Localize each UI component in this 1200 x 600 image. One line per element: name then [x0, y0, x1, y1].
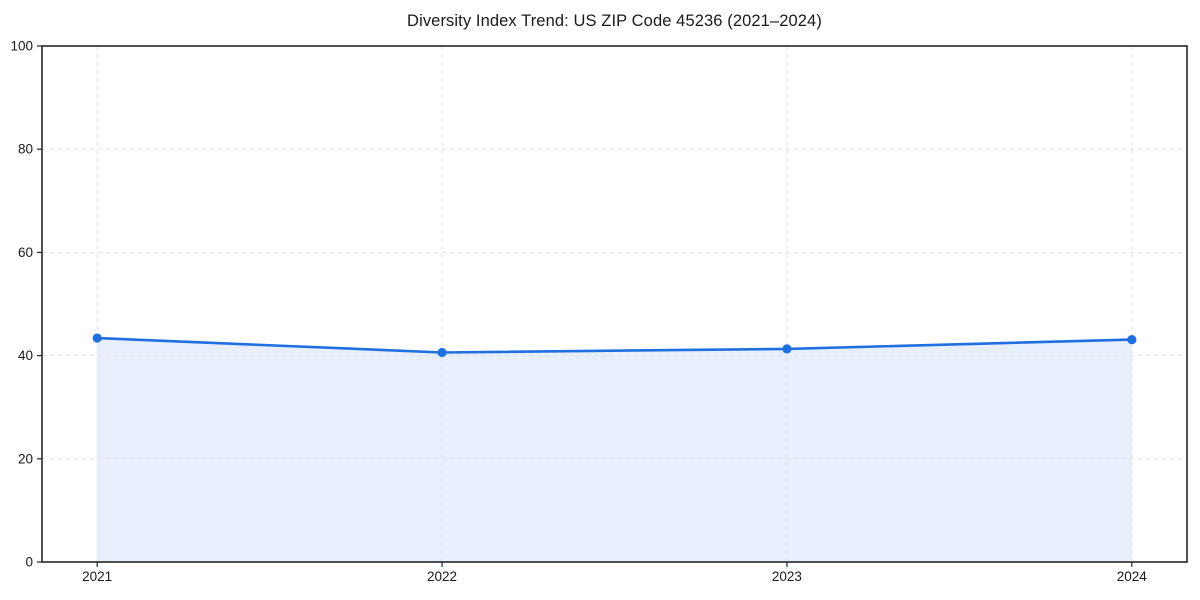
data-point-marker [782, 344, 792, 354]
chart-title: Diversity Index Trend: US ZIP Code 45236… [407, 12, 822, 30]
y-tick-label: 20 [18, 451, 33, 466]
data-point-marker [437, 347, 447, 358]
x-tick-label: 2022 [427, 569, 457, 584]
area-fill [97, 338, 1132, 562]
y-tick-label: 40 [18, 348, 33, 363]
data-point-marker [1127, 335, 1137, 345]
x-tick-label: 2021 [82, 569, 112, 584]
data-point-marker [92, 333, 102, 343]
y-tick-label: 100 [10, 39, 33, 54]
y-tick-label: 0 [25, 555, 33, 570]
x-tick-label: 2023 [772, 569, 802, 584]
y-tick-label: 60 [18, 245, 33, 260]
trend-line [95, 336, 1134, 354]
x-tick-label: 2024 [1117, 569, 1148, 584]
y-tick-label: 80 [18, 142, 33, 157]
plot-border [41, 45, 1188, 563]
